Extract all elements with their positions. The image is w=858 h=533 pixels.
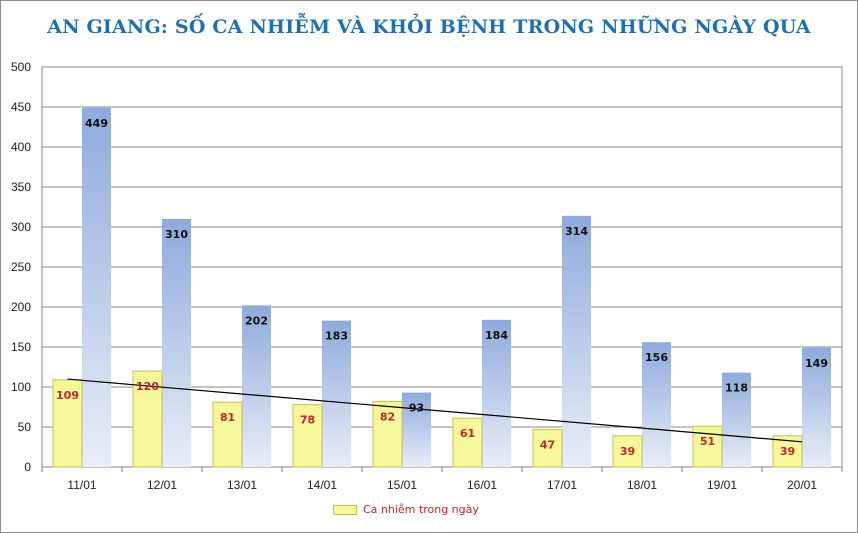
x-tick-label: 19/01 [707, 478, 737, 492]
y-tick-label: 250 [11, 260, 31, 274]
data-label-recovered: 156 [645, 351, 668, 364]
y-tick-label: 450 [11, 100, 31, 114]
data-label-cases: 78 [300, 414, 315, 427]
data-label-cases: 81 [220, 411, 235, 424]
data-label-cases: 109 [56, 389, 79, 402]
y-tick-label: 100 [11, 380, 31, 394]
y-tick-label: 350 [11, 180, 31, 194]
data-label-cases: 120 [136, 380, 159, 393]
data-label-recovered: 449 [85, 117, 108, 130]
bar-cases [612, 435, 643, 468]
data-label-cases: 61 [460, 427, 475, 440]
y-tick-label: 300 [11, 220, 31, 234]
data-label-recovered: 149 [805, 357, 828, 370]
bar-recovered [642, 342, 671, 467]
bar-recovered [322, 320, 351, 467]
y-tick-label: 500 [11, 60, 31, 74]
x-tick-label: 13/01 [227, 478, 257, 492]
data-label-cases: 51 [700, 435, 715, 448]
data-label-recovered: 310 [165, 228, 188, 241]
data-label-recovered: 184 [485, 329, 508, 342]
y-tick-label: 0 [24, 460, 31, 474]
legend-swatch-cases [333, 504, 357, 515]
x-tick-label: 12/01 [147, 478, 177, 492]
trendline [67, 378, 803, 443]
bar-recovered [82, 107, 111, 468]
bar-cases [532, 428, 563, 468]
x-tick-label: 11/01 [67, 478, 96, 492]
x-tick-label: 15/01 [387, 478, 417, 492]
legend-label-cases: Ca nhiễm trong ngày [363, 503, 479, 516]
data-label-recovered: 118 [725, 382, 748, 395]
chart-title: AN GIANG: SỐ CA NHIỄM VÀ KHỎI BỆNH TRONG… [47, 16, 811, 38]
bar-cases [292, 404, 323, 468]
data-label-recovered: 314 [565, 225, 588, 238]
bar-cases [372, 400, 403, 468]
bar-recovered [242, 305, 271, 467]
data-label-recovered: 183 [325, 330, 348, 343]
data-label-cases: 39 [780, 445, 795, 458]
y-tick-label: 150 [11, 340, 31, 354]
bar-recovered [482, 319, 511, 467]
x-tick-label: 20/01 [787, 478, 817, 492]
data-label-recovered: 202 [245, 314, 268, 327]
y-tick-label: 400 [11, 140, 31, 154]
bar-recovered [802, 347, 831, 467]
legend: Ca nhiễm trong ngày [333, 503, 479, 516]
bar-recovered [722, 372, 751, 467]
x-tick-label: 18/01 [627, 478, 657, 492]
bar-recovered [162, 219, 191, 467]
bar-cases [452, 417, 483, 468]
x-tick-label: 14/01 [307, 478, 337, 492]
data-label-recovered: 93 [409, 402, 424, 415]
bar-cases [212, 401, 243, 468]
y-tick-label: 50 [18, 420, 32, 434]
data-label-cases: 39 [620, 445, 635, 458]
x-tick-label: 16/01 [467, 478, 497, 492]
bar-recovered [562, 215, 591, 467]
y-tick-label: 200 [11, 300, 31, 314]
bar-cases [52, 379, 83, 468]
data-label-cases: 82 [380, 410, 395, 423]
bar-recovered [402, 392, 431, 467]
x-tick-label: 17/01 [547, 478, 577, 492]
data-label-cases: 47 [540, 438, 555, 451]
